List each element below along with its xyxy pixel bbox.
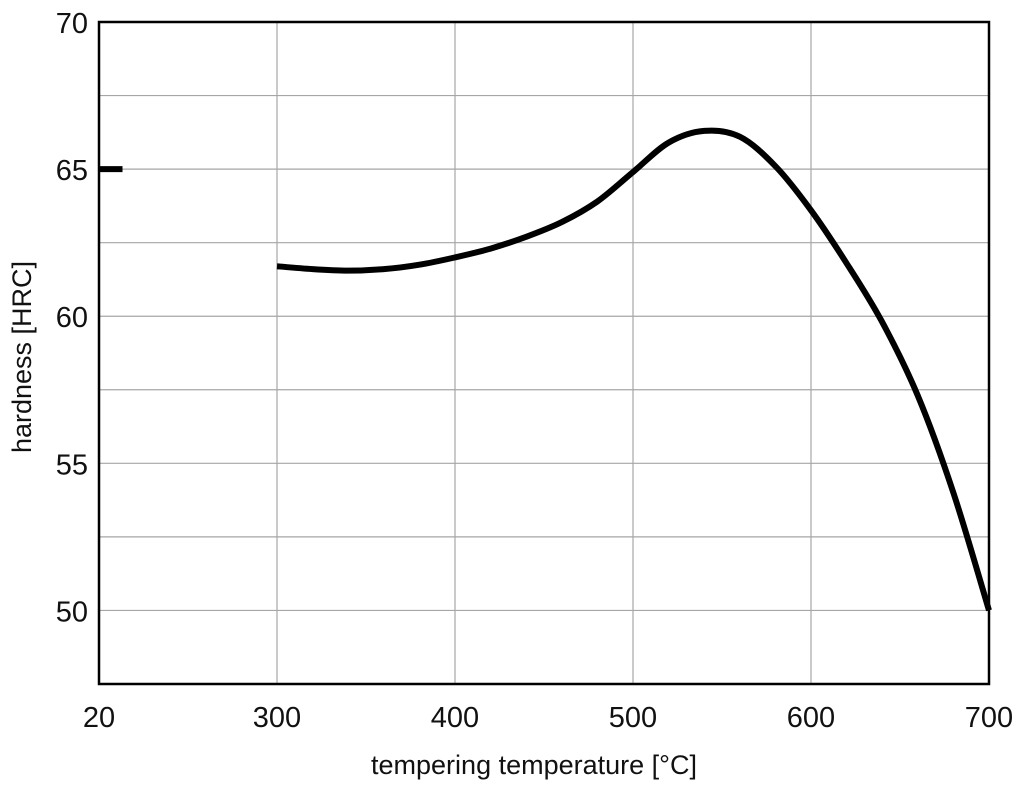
x-tick-label: 20 [83,702,115,734]
x-axis-label: tempering temperature [°C] [371,750,697,780]
y-tick-label: 55 [56,449,88,481]
x-tick-label: 700 [965,702,1013,734]
series-line-1 [276,127,992,612]
y-tick-label: 50 [56,596,88,628]
x-tick-labels: 20 300 400 500 600 700 [83,702,1013,734]
y-tick-label: 70 [56,8,88,40]
x-tick-label: 500 [609,702,657,734]
y-tick-label: 65 [56,155,88,187]
x-tick-label: 600 [787,702,835,734]
plot-frame [97,20,991,686]
x-tick-label: 400 [431,702,479,734]
y-tick-labels: 50 55 60 65 70 [56,8,88,628]
y-tick-label: 60 [56,302,88,334]
series-layer [99,127,992,612]
y-axis-label: hardness [HRC] [7,261,37,453]
grid [99,22,989,684]
x-tick-label: 300 [253,702,301,734]
